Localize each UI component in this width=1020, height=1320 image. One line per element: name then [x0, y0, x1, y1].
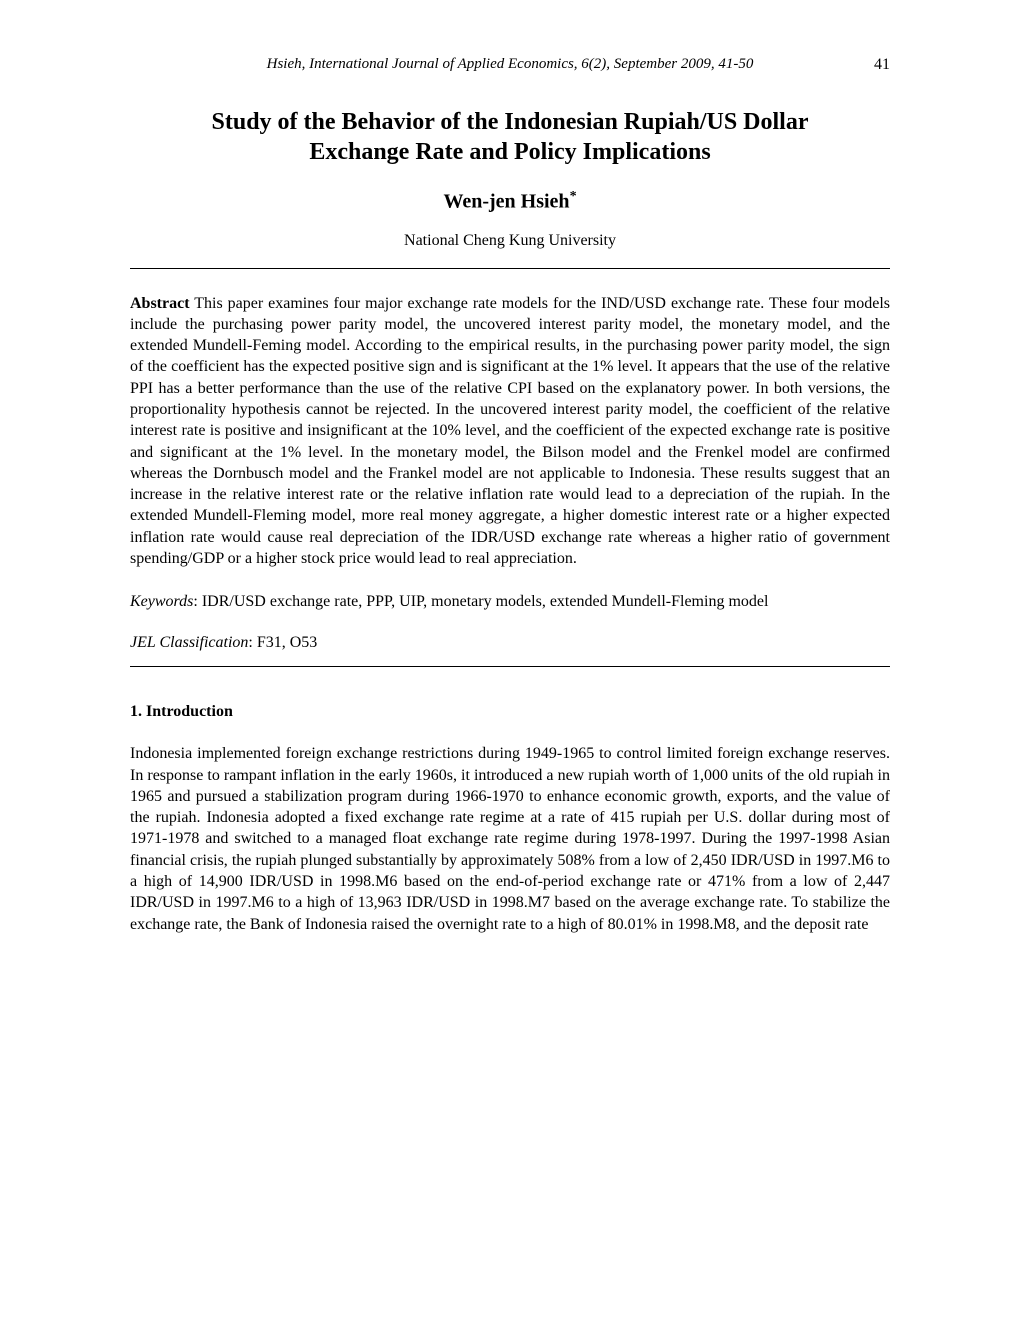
section-1-paragraph-1: Indonesia implemented foreign exchange r… [130, 743, 890, 934]
keywords-label: Keywords [130, 593, 193, 610]
abstract-label: Abstract [130, 295, 190, 312]
title-line-1: Study of the Behavior of the Indonesian … [212, 109, 809, 135]
paper-title: Study of the Behavior of the Indonesian … [130, 107, 890, 167]
abstract: Abstract This paper examines four major … [130, 293, 890, 569]
keywords-text: : IDR/USD exchange rate, PPP, UIP, monet… [193, 593, 768, 610]
jel-text: : F31, O53 [248, 634, 317, 651]
abstract-text: This paper examines four major exchange … [130, 295, 890, 567]
title-line-2: Exchange Rate and Policy Implications [309, 139, 710, 165]
jel-label: JEL Classification [130, 634, 248, 651]
author-name: Wen-jen Hsieh [443, 191, 569, 213]
horizontal-rule-top [130, 268, 890, 269]
keywords: Keywords: IDR/USD exchange rate, PPP, UI… [130, 591, 890, 612]
running-head-text: Hsieh, International Journal of Applied … [267, 56, 754, 72]
jel-classification: JEL Classification: F31, O53 [130, 634, 890, 652]
affiliation: National Cheng Kung University [130, 232, 890, 250]
page: Hsieh, International Journal of Applied … [0, 0, 1020, 1320]
author: Wen-jen Hsieh* [130, 189, 890, 214]
section-1-heading: 1. Introduction [130, 703, 890, 721]
author-footnote-mark: * [570, 189, 577, 204]
horizontal-rule-bottom [130, 666, 890, 667]
running-head: Hsieh, International Journal of Applied … [130, 56, 890, 73]
page-number: 41 [874, 56, 890, 74]
